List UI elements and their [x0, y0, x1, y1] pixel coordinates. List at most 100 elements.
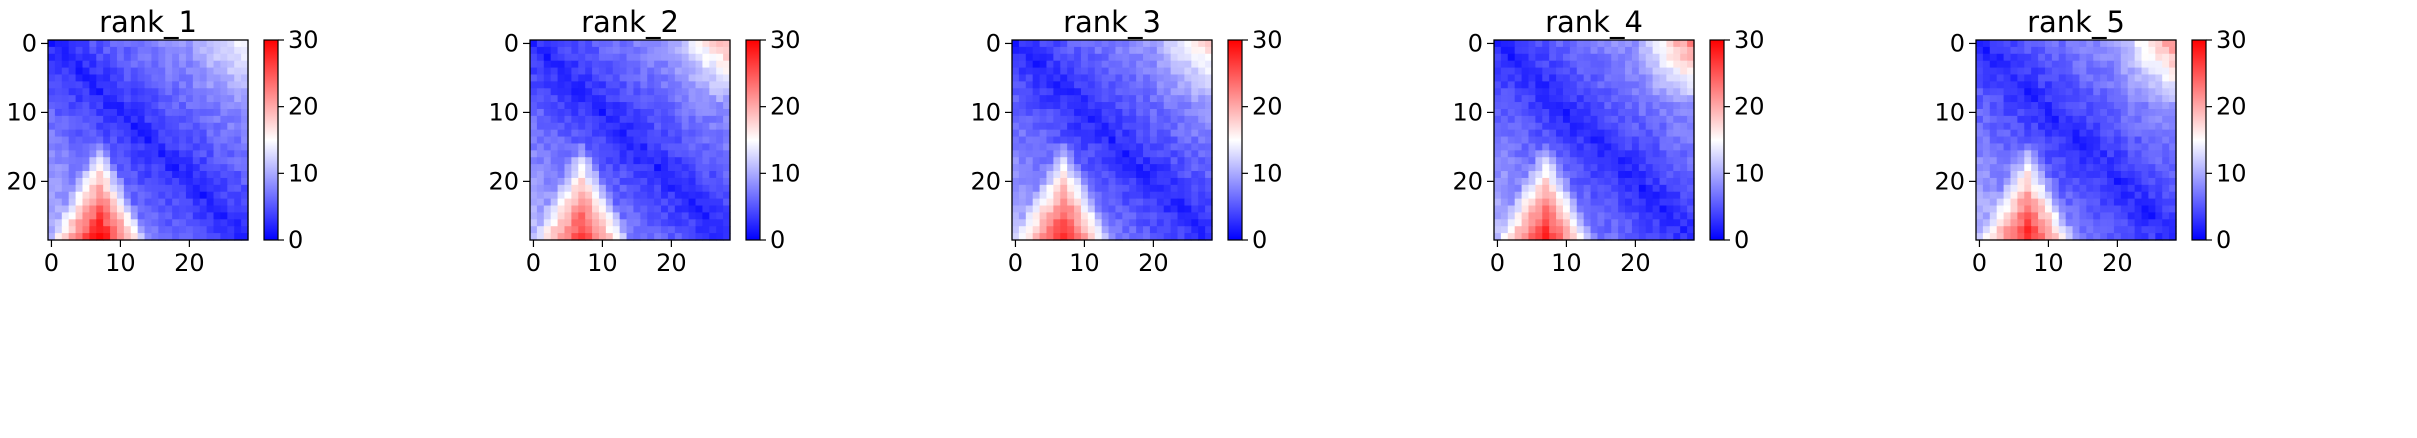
heatmap-cell	[1989, 95, 1998, 103]
heatmap-cell	[626, 143, 635, 151]
heatmap-cell	[2127, 226, 2136, 234]
heatmap-cell	[2134, 212, 2143, 220]
heatmap-cell	[1067, 164, 1075, 172]
heatmap-cell	[667, 198, 676, 207]
heatmap-cell	[130, 184, 139, 193]
heatmap-cell	[234, 233, 242, 241]
heatmap-cell	[1583, 88, 1592, 96]
heatmap-cell	[172, 205, 180, 214]
heatmap-cell	[688, 46, 697, 55]
heatmap-cell	[179, 219, 187, 227]
heatmap-cell	[61, 46, 70, 55]
heatmap-cell	[2051, 88, 2060, 96]
heatmap-cell	[1053, 177, 1061, 186]
heatmap-cell	[89, 129, 97, 138]
heatmap-cell	[1514, 226, 1523, 234]
heatmap-cell	[2093, 53, 2101, 62]
heatmap-cell	[199, 157, 208, 165]
heatmap-cell	[123, 219, 132, 227]
heatmap-cell	[557, 129, 566, 138]
heatmap-cell	[206, 219, 215, 227]
heatmap-cell	[206, 129, 215, 138]
heatmap-cell	[1205, 67, 1213, 76]
heatmap-cell	[172, 60, 180, 69]
heatmap-cell	[123, 81, 132, 89]
heatmap-cell	[1500, 122, 1509, 131]
heatmap-cell	[543, 233, 552, 241]
heatmap-cell	[2155, 191, 2163, 200]
heatmap-cell	[75, 53, 84, 62]
heatmap-cell	[89, 150, 97, 158]
heatmap-cell	[592, 74, 600, 82]
heatmap-cell	[2134, 184, 2143, 193]
heatmap-cell	[1046, 67, 1054, 76]
heatmap-cell	[674, 46, 683, 55]
heatmap-cell	[1611, 191, 1619, 200]
heatmap-cell	[241, 198, 249, 207]
heatmap-cell	[1101, 122, 1110, 131]
heatmap-cell	[158, 233, 166, 241]
heatmap-cell	[1080, 226, 1089, 234]
heatmap-cell	[1094, 74, 1103, 82]
heatmap-cell	[1556, 108, 1564, 117]
heatmap-cell	[605, 81, 614, 89]
heatmap-cell	[2017, 53, 2025, 62]
heatmap-cell	[2031, 198, 2039, 207]
heatmap-cell	[578, 88, 586, 96]
heatmap-cell	[1521, 219, 1530, 227]
heatmap-cell	[82, 46, 90, 55]
heatmap-cell	[1638, 95, 1647, 103]
heatmap-cell	[1618, 136, 1626, 145]
heatmap-cell	[2072, 177, 2081, 186]
heatmap-cell	[61, 150, 70, 158]
heatmap-cell	[530, 40, 538, 48]
heatmap-cell	[1652, 164, 1661, 172]
heatmap-cell	[1018, 122, 1027, 131]
heatmap-cell	[1060, 136, 1068, 145]
heatmap-cell	[585, 95, 593, 103]
heatmap-cell	[151, 184, 159, 193]
colorbar-tick-label: 10	[1734, 159, 1765, 187]
heatmap-cell	[1170, 233, 1179, 241]
heatmap-cell	[75, 122, 84, 131]
heatmap-cell	[530, 122, 538, 131]
heatmap-cell	[1618, 184, 1626, 193]
heatmap-cell	[96, 184, 104, 193]
heatmap-cell	[1129, 198, 1137, 207]
heatmap-cell	[220, 150, 228, 158]
heatmap-cell	[2024, 46, 2032, 55]
heatmap-cell	[116, 81, 125, 89]
heatmap-cell	[1074, 67, 1082, 76]
heatmap-cell	[2038, 171, 2046, 179]
heatmap-cell	[1018, 171, 1027, 179]
heatmap-cell	[1542, 81, 1550, 89]
heatmap-cell	[1590, 212, 1599, 220]
heatmap-cell	[2031, 60, 2039, 69]
heatmap-cell	[1687, 129, 1695, 138]
heatmap-cell	[1136, 129, 1144, 138]
heatmap-cell	[1996, 233, 2005, 241]
heatmap-cell	[234, 164, 242, 172]
heatmap-cell	[1687, 67, 1695, 76]
heatmap-cell	[2058, 177, 2067, 186]
heatmap-cell	[234, 205, 242, 214]
heatmap-cell	[1129, 226, 1137, 234]
heatmap-cell	[2044, 88, 2053, 96]
heatmap-cell	[2134, 136, 2143, 145]
heatmap-cell	[2134, 81, 2143, 89]
heatmap-cell	[1604, 184, 1612, 193]
heatmap-cell	[695, 184, 704, 193]
heatmap-cell	[1149, 143, 1158, 151]
heatmap-cell	[1528, 88, 1536, 96]
heatmap-cell	[1604, 212, 1612, 220]
heatmap-cell	[1012, 108, 1020, 117]
heatmap-cell	[130, 60, 139, 69]
heatmap-cell	[61, 177, 70, 186]
heatmap-cell	[681, 198, 690, 207]
heatmap-cell	[1177, 219, 1186, 227]
heatmap-cell	[1080, 60, 1089, 69]
heatmap-cell	[1590, 177, 1599, 186]
heatmap-cell	[82, 60, 90, 69]
heatmap-cell	[1163, 157, 1172, 165]
